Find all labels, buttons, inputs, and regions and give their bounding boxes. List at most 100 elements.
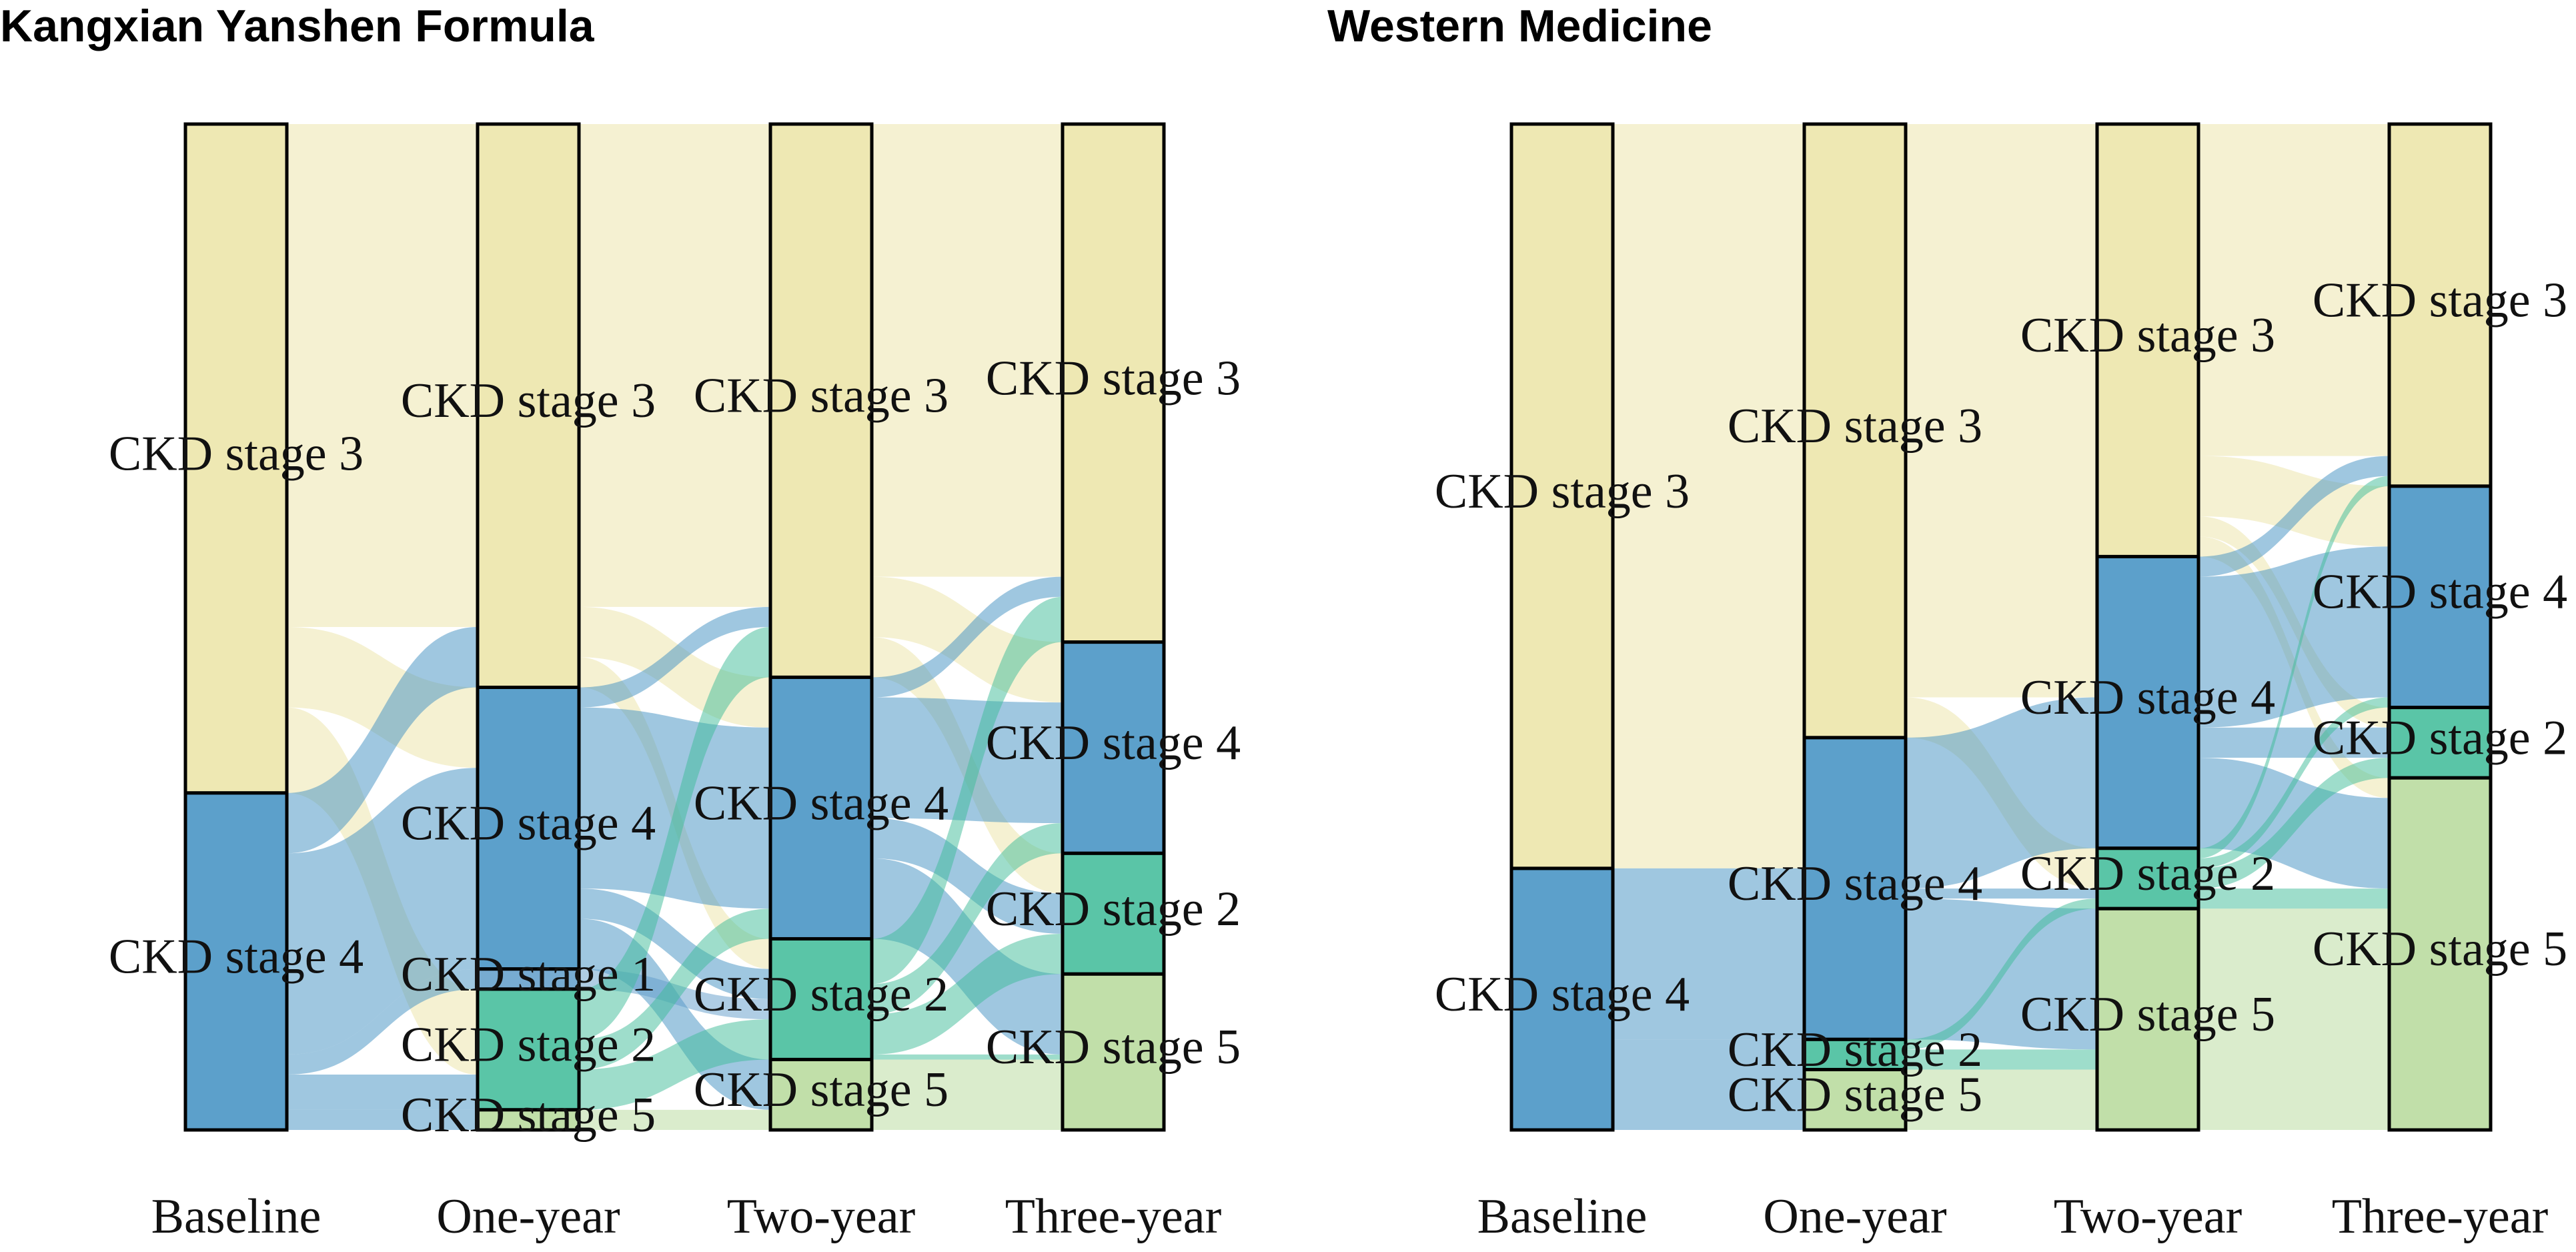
flow-ckd-stage-2-to-ckd-stage-2 [872,933,1063,1055]
stratum-two-year-ckd-stage-4 [2095,554,2200,850]
x-axis-label-baseline: Baseline [151,1189,321,1244]
panel-title: Kangxian Yanshen Formula [0,1,595,51]
stratum-label: CKD stage 3 [1435,464,1690,519]
panel-kangxian-yanshen-formula: Kangxian Yanshen Formula CKD stage 3CKD … [0,1,1241,1244]
x-axis-label-three-year: Three-year [2332,1189,2549,1244]
stratum-label: CKD stage 2 [694,967,948,1022]
flow-ckd-stage-4-to-ckd-stage-5 [287,1109,478,1130]
flow-ckd-stage-4-to-ckd-stage-5 [1613,1069,1804,1130]
flow-ckd-stage-4-to-ckd-stage-3 [287,627,478,854]
x-axis-labels: Baseline One-year Two-year Three-year [151,1189,1222,1244]
x-axis-labels: Baseline One-year Two-year Three-year [1477,1189,2549,1244]
stratum-labels-layer: CKD stage 3 CKD stage 4 CKD stage 3 CKD sta… [109,351,1241,1143]
flow-ckd-stage-4-to-ckd-stage-2 [1906,888,2097,899]
stratum-label: CKD stage 2 [2020,846,2275,901]
flow-ckd-stage-4-to-ckd-stage-2 [1613,1039,1804,1070]
flow-ckd-stage-5-to-ckd-stage-5 [872,1059,1063,1130]
stratum-three-year-ckd-stage-3 [2387,122,2493,488]
stratum-label: CKD stage 3 [109,426,364,481]
stratum-one-year-ckd-stage-5 [476,1108,581,1132]
flow-ckd-stage-4-to-ckd-stage-4 [2198,546,2389,728]
flow-ckd-stage-4-to-ckd-stage-3 [2198,456,2389,577]
stratum-one-year-ckd-stage-5 [1802,1068,1908,1132]
stratum-label: CKD stage 5 [1728,1068,1982,1123]
flow-ckd-stage-2-to-ckd-stage-5 [872,1054,1063,1060]
stratum-two-year-ckd-stage-3 [768,122,874,679]
flow-ckd-stage-2-to-ckd-stage-3 [579,627,770,1040]
flow-ckd-stage-2-to-ckd-stage-4 [872,823,1063,1015]
stratum-label: CKD stage 4 [986,716,1241,770]
flow-ckd-stage-2-to-ckd-stage-2 [579,1019,770,1110]
stratum-label: CKD stage 5 [401,1088,656,1143]
flow-ckd-stage-3-to-ckd-stage-3 [579,124,770,607]
stratum-baseline-ckd-stage-4 [1509,866,1615,1132]
stratum-one-year-ckd-stage-3 [476,122,581,689]
stratum-label: CKD stage 3 [401,374,656,428]
flow-ckd-stage-4-to-ckd-stage-4 [872,697,1063,824]
flow-ckd-stage-2-to-ckd-stage-2 [1906,898,2097,1050]
stratum-label: CKD stage 4 [694,776,948,830]
stratum-two-year-ckd-stage-3 [2095,122,2200,558]
flow-ckd-stage-4-to-ckd-stage-4 [1906,697,2097,889]
stratum-three-year-ckd-stage-4 [1061,640,1166,855]
x-axis-label-two-year: Two-year [2054,1189,2242,1244]
stratum-label: CKD stage 3 [2020,308,2275,363]
stratum-label: CKD stage 3 [2313,273,2567,328]
stratum-two-year-ckd-stage-2 [768,936,874,1061]
stratum-label: CKD stage 5 [694,1063,948,1117]
flow-ckd-stage-5-to-ckd-stage-5 [1906,1069,2097,1130]
flows-layer [1613,124,2389,1130]
stratum-label: CKD stage 4 [1728,856,1982,911]
stratum-label: CKD stage 2 [2313,710,2567,765]
x-axis-label-three-year: Three-year [1005,1189,1222,1244]
stratum-labels-layer: CKD stage 3 CKD stage 4 CKD stage 3 CKD sta… [1435,273,2567,1122]
stratum-three-year-ckd-stage-5 [2387,776,2493,1132]
stratum-two-year-ckd-stage-4 [768,675,874,941]
flow-ckd-stage-2-to-ckd-stage-5 [1906,1049,2097,1070]
x-axis-label-baseline: Baseline [1477,1189,1648,1244]
flow-ckd-stage-5-to-ckd-stage-5 [2198,908,2389,1130]
x-axis-label-one-year: One-year [436,1189,620,1244]
stratum-label: CKD stage 5 [2313,922,2567,977]
stratum-three-year-ckd-stage-2 [1061,851,1166,976]
flow-ckd-stage-4-to-ckd-stage-4 [579,707,770,909]
flow-ckd-stage-3-to-ckd-stage-3 [287,124,478,627]
x-axis-label-one-year: One-year [1763,1189,1946,1244]
flow-ckd-stage-4-to-ckd-stage-3 [579,606,770,708]
stratum-label: CKD stage 3 [1728,399,1982,454]
flow-ckd-stage-4-to-ckd-stage-1 [287,969,478,1075]
stratum-baseline-ckd-stage-4 [183,791,289,1132]
flow-ckd-stage-3-to-ckd-stage-3 [2198,124,2389,456]
flow-ckd-stage-5-to-ckd-stage-5 [579,1109,770,1130]
stratum-label: CKD stage 2 [986,882,1241,936]
stratum-label: CKD stage 2 [401,1017,656,1072]
flow-ckd-stage-4-to-ckd-stage-2 [287,1075,478,1110]
stratum-one-year-ckd-stage-2 [476,987,581,1112]
flow-ckd-stage-2-to-ckd-stage-3 [872,596,1063,985]
stratum-label: CKD stage 3 [694,369,948,424]
strata-layer [1509,122,2493,1132]
flow-ckd-stage-2-to-ckd-stage-4 [2198,697,2389,868]
panel-title: Western Medicine [1327,1,1712,51]
stratum-label: CKD stage 4 [1435,967,1690,1022]
stratum-three-year-ckd-stage-3 [1061,122,1166,644]
flows-layer [287,124,1063,1130]
flow-ckd-stage-4-to-ckd-stage-4 [1613,868,1804,1040]
flow-ckd-stage-2-to-ckd-stage-4 [579,908,770,1070]
flow-ckd-stage-4-to-ckd-stage-2 [579,888,770,999]
stratum-baseline-ckd-stage-3 [183,122,289,795]
x-axis-label-two-year: Two-year [727,1189,915,1244]
flow-ckd-stage-3-to-ckd-stage-4 [1906,556,2097,698]
stratum-label: CKD stage 4 [109,929,364,984]
flow-ckd-stage-3-to-ckd-stage-3 [1906,124,2097,557]
flow-ckd-stage-2-to-ckd-stage-2 [2198,758,2389,889]
stratum-label: CKD stage 5 [2020,987,2275,1042]
flow-ckd-stage-4-to-ckd-stage-2 [2198,727,2389,758]
stratum-label: CKD stage 2 [1728,1023,1982,1077]
strata-layer [183,122,1166,1132]
stratum-label: CKD stage 4 [401,796,656,851]
flow-ckd-stage-4-to-ckd-stage-4 [287,768,478,1055]
flow-ckd-stage-2-to-ckd-stage-5 [2198,888,2389,909]
